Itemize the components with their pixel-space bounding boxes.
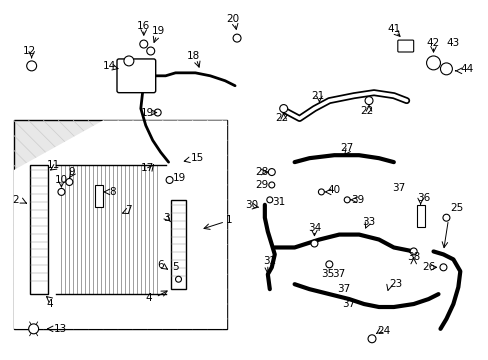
Bar [170,200,186,289]
Text: 42: 42 [426,38,439,48]
Text: 11: 11 [47,160,60,170]
Text: 6: 6 [157,260,163,270]
Text: 5: 5 [172,262,179,272]
Circle shape [66,179,73,185]
Text: 23: 23 [388,279,401,289]
Text: 7: 7 [125,205,132,215]
Text: 22: 22 [360,105,373,116]
Circle shape [233,34,241,42]
FancyBboxPatch shape [397,40,413,52]
Text: 21: 21 [310,91,324,101]
Text: 37: 37 [391,183,405,193]
Text: 12: 12 [23,46,36,56]
Circle shape [140,40,147,48]
Text: 26: 26 [421,262,434,272]
Text: 14: 14 [102,61,116,71]
Text: 37: 37 [337,284,350,294]
Bar [416,205,424,227]
Text: 30: 30 [245,200,258,210]
Text: 9: 9 [68,167,75,177]
Text: 8: 8 [109,187,116,197]
Text: 31: 31 [271,197,285,207]
Circle shape [29,324,39,334]
FancyBboxPatch shape [117,59,155,93]
Polygon shape [14,121,226,329]
Text: 35: 35 [320,269,333,279]
Circle shape [166,176,173,184]
Text: 38: 38 [406,252,420,262]
Circle shape [439,264,446,271]
Text: 39: 39 [350,195,364,205]
Text: 28: 28 [255,167,268,177]
Text: 43: 43 [446,38,459,48]
Circle shape [442,214,449,221]
Bar [14,121,226,329]
Text: 19: 19 [140,108,153,117]
Circle shape [154,109,161,116]
Text: 34: 34 [307,222,321,233]
Text: 19: 19 [152,26,165,36]
Text: 20: 20 [226,14,239,24]
Text: 24: 24 [376,326,389,336]
Text: 44: 44 [459,64,472,74]
Circle shape [58,188,65,195]
Text: 36: 36 [416,193,429,203]
Text: 4: 4 [145,293,152,303]
Text: 40: 40 [326,185,340,195]
Text: 17: 17 [141,163,154,173]
Circle shape [268,182,274,188]
Text: 3: 3 [163,213,170,223]
Circle shape [426,56,440,70]
Circle shape [440,63,451,75]
Text: 33: 33 [362,217,375,227]
Circle shape [175,276,181,282]
Circle shape [310,240,317,247]
Circle shape [325,261,332,268]
Circle shape [409,248,416,255]
Text: 29: 29 [255,180,268,190]
Circle shape [266,197,272,203]
Text: 4: 4 [46,299,53,309]
Circle shape [279,105,287,113]
Text: 1: 1 [225,215,232,225]
Text: 15: 15 [190,153,203,163]
Text: 25: 25 [449,203,463,213]
Text: 37: 37 [332,269,345,279]
Text: 27: 27 [340,143,353,153]
Bar [95,185,103,207]
Circle shape [344,197,349,203]
Text: 10: 10 [55,175,68,185]
Text: 37: 37 [342,299,355,309]
Text: 18: 18 [186,51,200,61]
Circle shape [123,56,134,66]
Circle shape [268,168,275,176]
Circle shape [318,189,324,195]
Text: 32: 32 [263,256,276,266]
Circle shape [146,47,154,55]
Text: 13: 13 [53,324,66,334]
Bar [30,165,47,294]
Text: 22: 22 [275,113,288,123]
Circle shape [27,61,37,71]
Circle shape [365,96,372,105]
Text: 19: 19 [172,173,185,183]
Text: 2: 2 [12,195,19,205]
Text: 16: 16 [137,21,150,31]
Circle shape [367,335,375,343]
Text: 41: 41 [386,24,400,34]
